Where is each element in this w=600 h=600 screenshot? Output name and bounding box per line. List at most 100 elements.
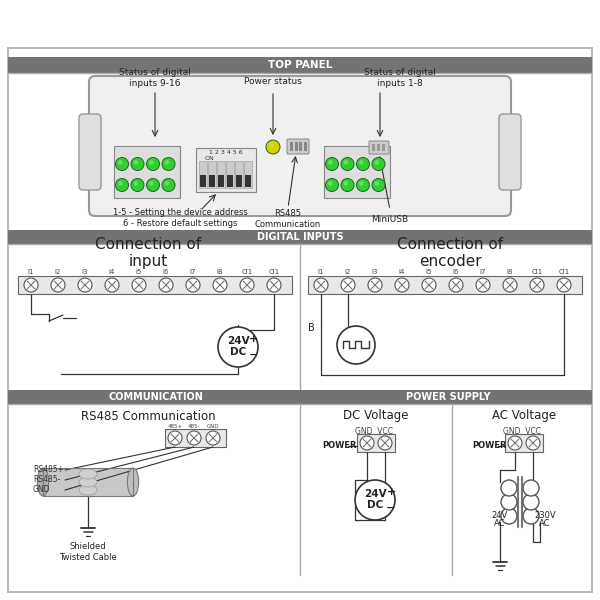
Text: GND  VCC: GND VCC bbox=[355, 427, 393, 436]
Text: DC Voltage: DC Voltage bbox=[343, 409, 409, 422]
Circle shape bbox=[115, 157, 128, 170]
Text: 1 2 3 4 5 6: 1 2 3 4 5 6 bbox=[209, 149, 243, 154]
Circle shape bbox=[328, 181, 332, 185]
Ellipse shape bbox=[79, 485, 97, 495]
Text: I8: I8 bbox=[217, 269, 223, 275]
Circle shape bbox=[356, 157, 370, 170]
Text: I4: I4 bbox=[399, 269, 405, 275]
Text: 485+: 485+ bbox=[167, 424, 182, 428]
Text: +: + bbox=[386, 487, 395, 497]
Text: GND: GND bbox=[33, 485, 50, 494]
Circle shape bbox=[344, 181, 348, 185]
Circle shape bbox=[557, 278, 571, 292]
Bar bbox=[196, 148, 256, 192]
Circle shape bbox=[134, 160, 138, 164]
Bar bbox=[8, 57, 592, 73]
Circle shape bbox=[368, 278, 382, 292]
Text: RS485 Communication: RS485 Communication bbox=[80, 409, 215, 422]
Circle shape bbox=[314, 278, 328, 292]
Text: Power status: Power status bbox=[244, 77, 302, 86]
Circle shape bbox=[476, 278, 490, 292]
Circle shape bbox=[118, 160, 122, 164]
Text: COMMUNICATION: COMMUNICATION bbox=[109, 392, 203, 402]
Text: −: − bbox=[250, 350, 259, 360]
Text: I1: I1 bbox=[28, 269, 34, 275]
Text: GND  VCC: GND VCC bbox=[503, 427, 541, 436]
Text: Shielded
Twisted Cable: Shielded Twisted Cable bbox=[59, 542, 117, 562]
Circle shape bbox=[149, 160, 154, 164]
Bar bbox=[299, 142, 302, 151]
Bar bbox=[245, 175, 251, 187]
Circle shape bbox=[187, 431, 201, 445]
Circle shape bbox=[356, 179, 370, 191]
Bar bbox=[227, 175, 233, 187]
Bar bbox=[218, 175, 224, 187]
Text: +: + bbox=[250, 334, 259, 344]
Circle shape bbox=[325, 157, 338, 170]
Bar bbox=[235, 175, 242, 187]
Circle shape bbox=[131, 179, 144, 191]
FancyBboxPatch shape bbox=[79, 114, 101, 190]
Bar bbox=[226, 161, 233, 188]
Circle shape bbox=[218, 327, 258, 367]
Bar bbox=[308, 276, 582, 294]
Text: I3: I3 bbox=[372, 269, 378, 275]
Bar bbox=[217, 161, 224, 188]
Text: RS485
Communication: RS485 Communication bbox=[255, 209, 321, 229]
Circle shape bbox=[530, 278, 544, 292]
Circle shape bbox=[78, 278, 92, 292]
Text: TOP PANEL: TOP PANEL bbox=[268, 60, 332, 70]
Ellipse shape bbox=[127, 468, 139, 496]
Text: I2: I2 bbox=[55, 269, 61, 275]
Circle shape bbox=[325, 179, 338, 191]
Bar bbox=[8, 230, 592, 244]
Bar bbox=[505, 434, 543, 452]
Text: AC Voltage: AC Voltage bbox=[492, 409, 556, 422]
Ellipse shape bbox=[79, 477, 97, 487]
Bar bbox=[209, 175, 215, 187]
Circle shape bbox=[159, 278, 173, 292]
Bar bbox=[304, 390, 592, 404]
Bar bbox=[324, 146, 390, 198]
Circle shape bbox=[337, 326, 375, 364]
Circle shape bbox=[269, 143, 274, 148]
Circle shape bbox=[508, 436, 522, 450]
Circle shape bbox=[523, 480, 539, 496]
FancyBboxPatch shape bbox=[89, 76, 511, 216]
Circle shape bbox=[115, 179, 128, 191]
Text: 230V: 230V bbox=[534, 511, 556, 520]
Bar bbox=[290, 142, 293, 151]
Text: 1-5 - Setting the device address
6 - Restore default settings: 1-5 - Setting the device address 6 - Res… bbox=[113, 208, 247, 227]
Text: AC: AC bbox=[494, 520, 506, 529]
Bar bbox=[18, 276, 292, 294]
Text: RS485+: RS485+ bbox=[33, 466, 64, 475]
Circle shape bbox=[105, 278, 119, 292]
Text: 485-: 485- bbox=[188, 424, 200, 428]
Bar bbox=[377, 144, 380, 151]
Bar bbox=[372, 144, 375, 151]
Text: DIGITAL INPUTS: DIGITAL INPUTS bbox=[257, 232, 343, 242]
Circle shape bbox=[341, 179, 354, 191]
Circle shape bbox=[131, 157, 144, 170]
Bar bbox=[304, 142, 307, 151]
Text: POWER: POWER bbox=[322, 442, 356, 451]
Circle shape bbox=[240, 278, 254, 292]
Circle shape bbox=[501, 480, 517, 496]
Bar bbox=[357, 434, 395, 452]
Circle shape bbox=[523, 508, 539, 524]
FancyBboxPatch shape bbox=[369, 141, 389, 154]
Text: 24V: 24V bbox=[492, 511, 508, 520]
Bar bbox=[8, 390, 304, 404]
Bar bbox=[199, 161, 206, 188]
Circle shape bbox=[503, 278, 517, 292]
Text: Connection of
input: Connection of input bbox=[95, 237, 201, 269]
Text: I4: I4 bbox=[109, 269, 115, 275]
Text: I6: I6 bbox=[163, 269, 169, 275]
Circle shape bbox=[374, 160, 379, 164]
Text: 24V: 24V bbox=[364, 489, 386, 499]
Circle shape bbox=[51, 278, 65, 292]
FancyBboxPatch shape bbox=[499, 114, 521, 190]
Circle shape bbox=[341, 157, 354, 170]
Text: CI1: CI1 bbox=[241, 269, 253, 275]
Text: POWER SUPPLY: POWER SUPPLY bbox=[406, 392, 490, 402]
